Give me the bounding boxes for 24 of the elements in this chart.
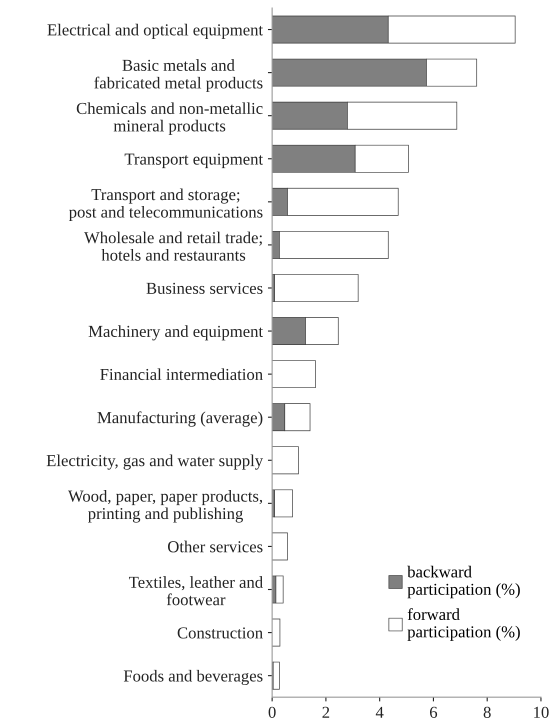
y-tick-label: Construction [178, 627, 263, 639]
y-tick-label: Transport equipment [124, 154, 264, 168]
y-tick-label: Textiles, leather and footwear [128, 576, 263, 606]
y-tick-label: Manufacturing (average) [97, 411, 262, 427]
y-tick-label: Electrical and optical equipment [47, 24, 264, 39]
x-tick-label: 2 [322, 706, 330, 718]
y-tick-label: Basic metals and fabricated metal products [94, 59, 262, 92]
y-tick-label: Business services [146, 282, 262, 294]
y-tick-label: Wood, paper, paper products, printing and publishing [68, 490, 262, 523]
y-tick-label: Electricity, gas and water supply [46, 454, 264, 470]
legend-label: backward participation (%) [407, 566, 520, 598]
x-tick-label: 0 [268, 706, 276, 718]
y-tick-label: Machinery and equipment [88, 325, 264, 340]
y-tick-label: Chemicals and non-metallic mineral products [76, 102, 263, 135]
y-tick-label: Transport and storage; post and telecommunications [68, 188, 262, 222]
legend-label: forward participation (%) [407, 608, 520, 641]
x-tick-label: 10 [534, 706, 549, 718]
x-tick-label: 6 [430, 706, 438, 718]
y-tick-label: Foods and beverages [124, 670, 262, 686]
y-tick-label: Other services [168, 540, 262, 552]
x-tick-label: 4 [376, 706, 384, 718]
y-tick-label: Financial intermediation [100, 368, 263, 380]
y-tick-label: Wholesale and retail trade; hotels and restaurants [84, 232, 262, 261]
x-tick-label: 8 [484, 706, 491, 718]
